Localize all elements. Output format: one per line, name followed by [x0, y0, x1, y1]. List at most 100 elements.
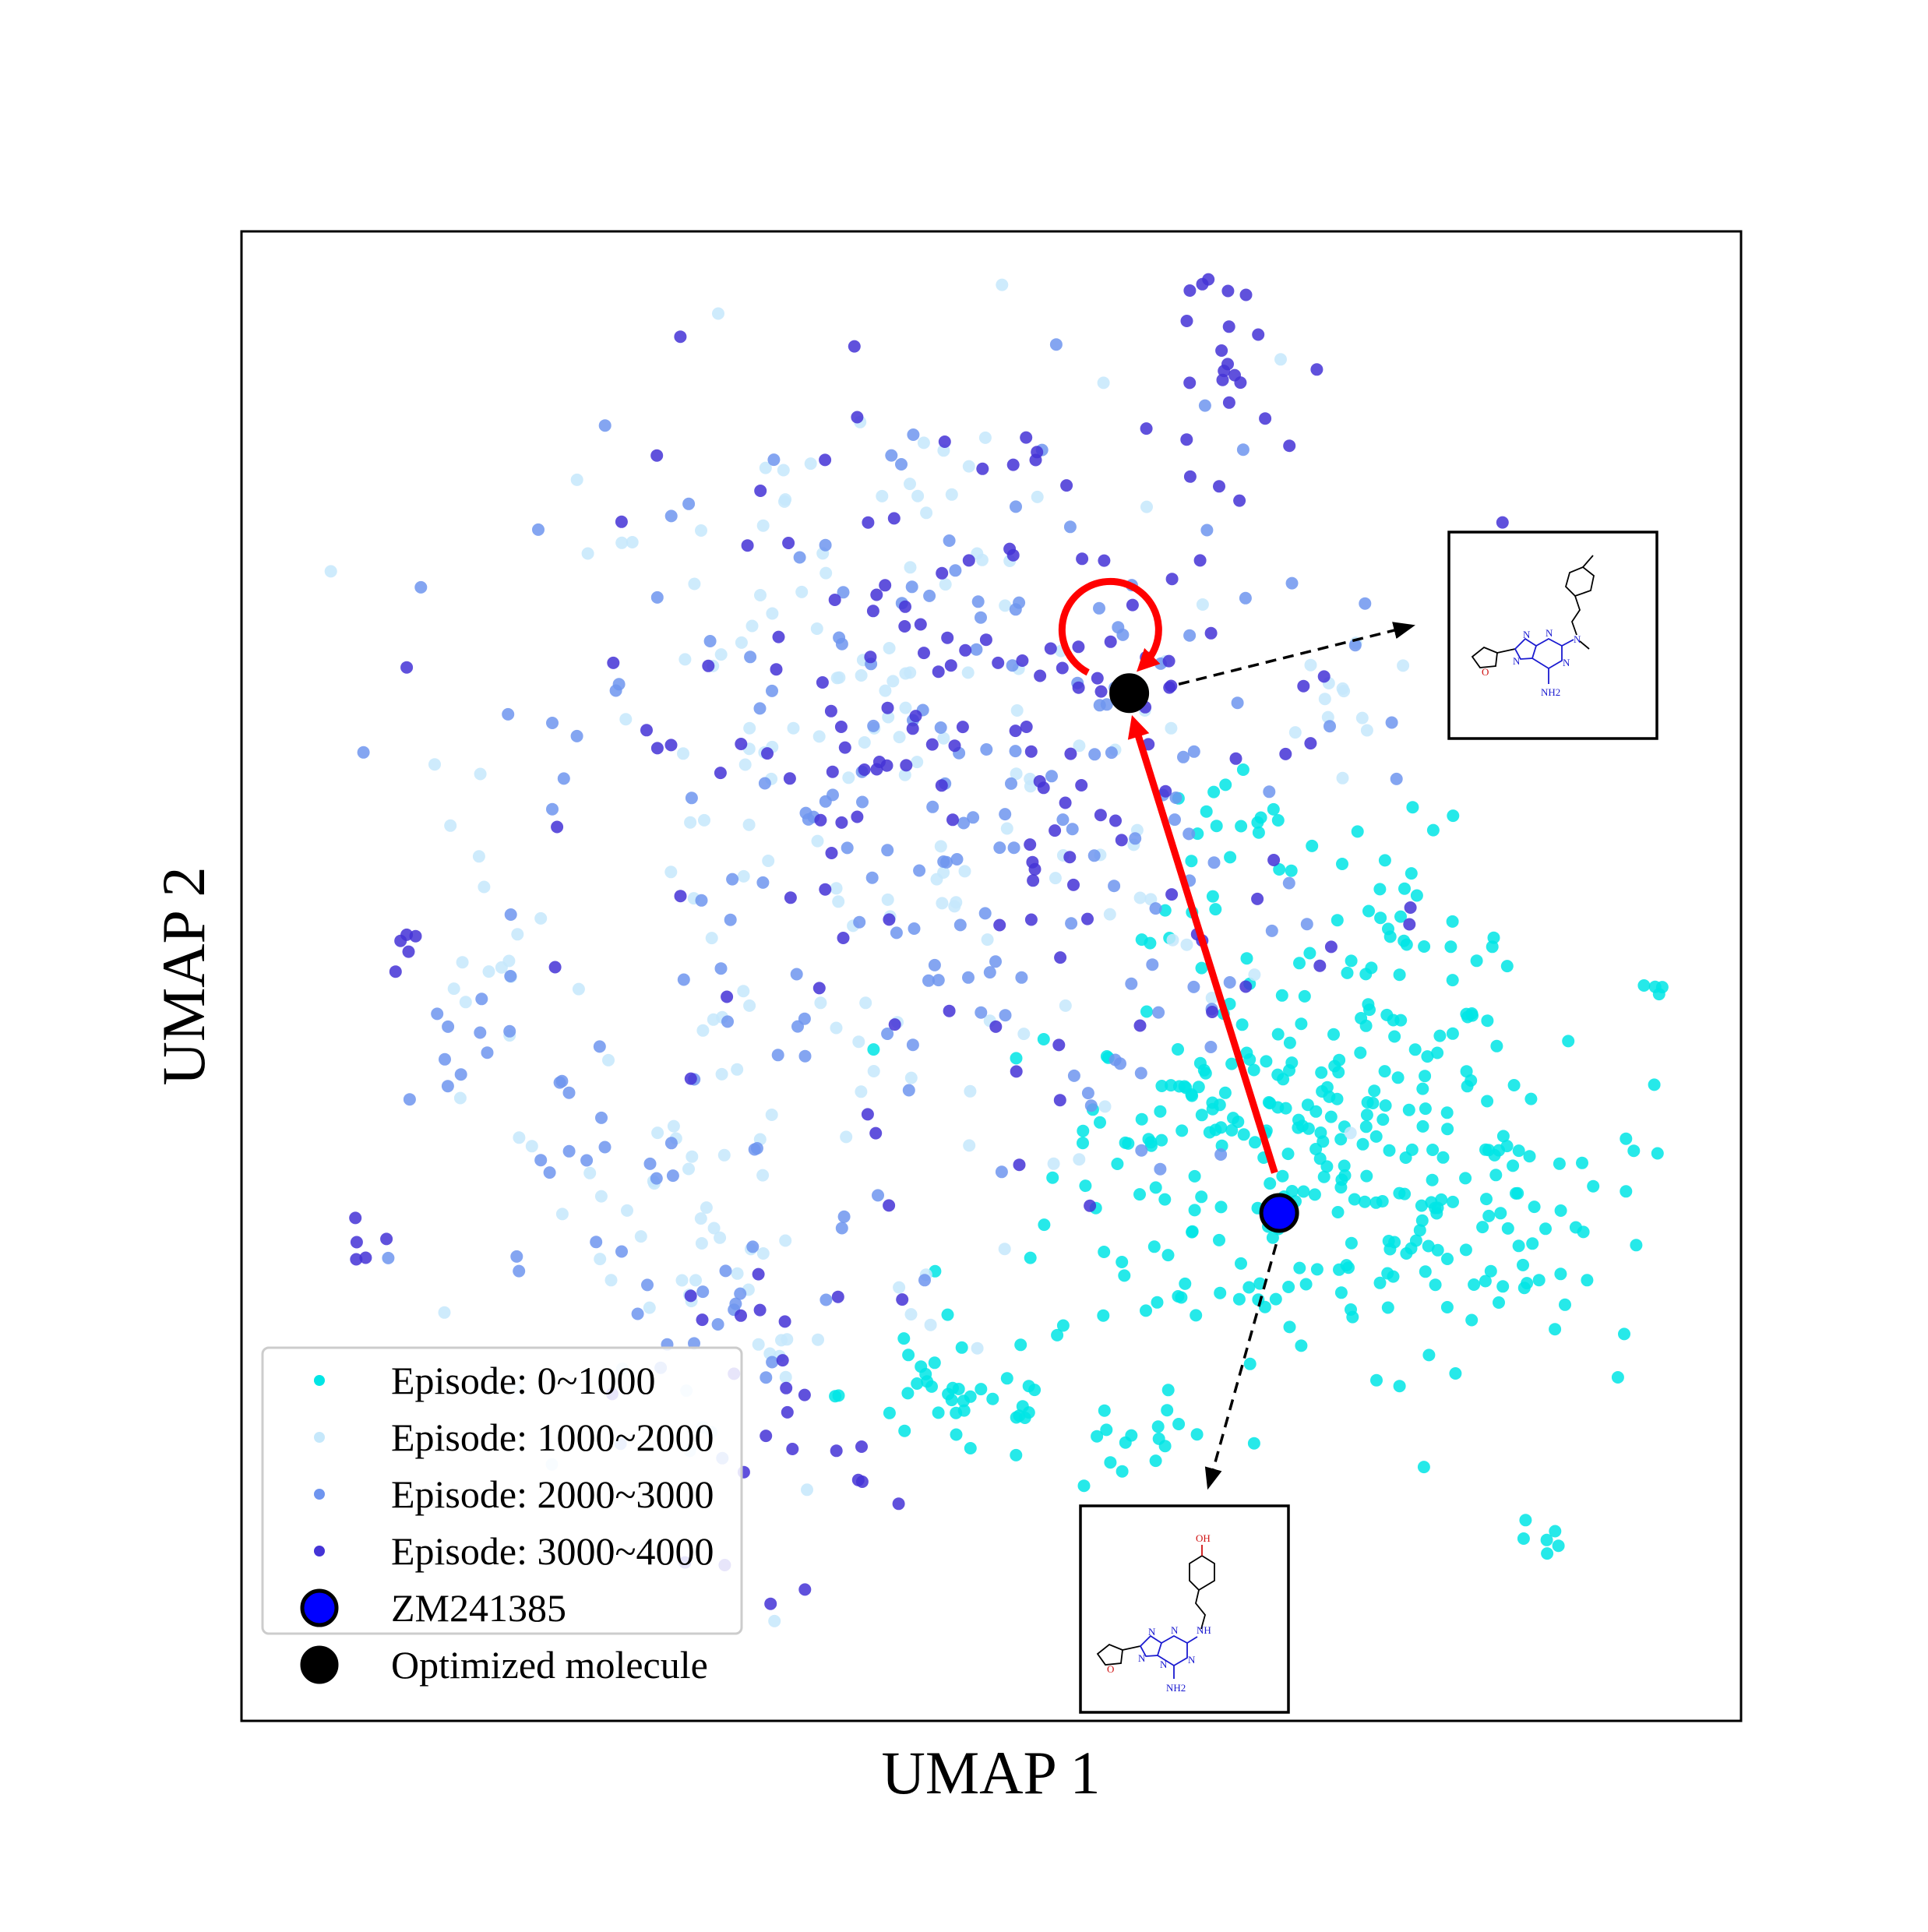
scatter-point — [1500, 960, 1514, 973]
scatter-point — [1390, 772, 1403, 785]
scatter-point — [1149, 902, 1162, 915]
scatter-point — [932, 974, 945, 987]
scatter-point — [598, 1141, 612, 1154]
scatter-point — [830, 1021, 843, 1035]
scatter-point — [1205, 992, 1218, 1004]
scatter-point — [615, 515, 628, 528]
scatter-point — [1196, 277, 1209, 291]
scatter-point — [1267, 854, 1281, 866]
scatter-point — [1177, 750, 1190, 763]
legend-label-series-3: Episode: 2000~3000 — [391, 1472, 714, 1516]
plot-frame — [240, 230, 1743, 1722]
scatter-point — [1338, 1169, 1352, 1182]
scatter-point — [918, 1274, 931, 1287]
scatter-point — [830, 672, 844, 685]
zm-atom-n2: N — [1138, 1652, 1146, 1664]
scatter-point — [1373, 883, 1387, 896]
scatter-point — [1416, 1082, 1429, 1095]
scatter-point — [1240, 952, 1253, 965]
structure-pointer-arrow — [1178, 622, 1415, 686]
scatter-point — [1015, 971, 1028, 984]
scatter-point — [474, 767, 487, 781]
scatter-point — [784, 891, 797, 904]
scatter-point — [1187, 745, 1200, 758]
scatter-point — [737, 869, 750, 883]
scatter-point — [992, 656, 1005, 669]
scatter-point — [1038, 1218, 1051, 1232]
scatter-point — [943, 1004, 956, 1017]
scatter-point — [904, 1071, 918, 1084]
scatter-point — [956, 721, 969, 734]
scatter-point — [1281, 1148, 1295, 1161]
scatter-point — [851, 411, 864, 424]
scatter-point — [1288, 726, 1302, 739]
scatter-point — [1331, 914, 1344, 927]
scatter-point — [943, 534, 956, 547]
scatter-point — [1064, 747, 1077, 760]
scatter-point — [1320, 1160, 1334, 1173]
scatter-point — [572, 982, 585, 996]
scatter-point — [594, 1253, 607, 1266]
scatter-point — [1271, 814, 1285, 827]
scatter-point — [1433, 1029, 1447, 1042]
scatter-point — [1221, 284, 1235, 298]
scatter-point — [941, 1308, 954, 1321]
scatter-point — [1247, 1063, 1260, 1077]
scatter-point — [1283, 439, 1296, 453]
scatter-point — [842, 771, 855, 784]
scatter-point — [819, 566, 833, 580]
scatter-point — [898, 1424, 911, 1437]
optimized-atom-o: O — [1482, 666, 1489, 678]
scatter-point — [1404, 901, 1417, 914]
scatter-point — [1410, 889, 1423, 902]
scatter-point — [1049, 824, 1062, 837]
scatter-point — [1236, 763, 1249, 776]
scatter-point — [439, 1052, 451, 1066]
scatter-point — [1006, 458, 1020, 471]
scatter-point — [1446, 1027, 1459, 1040]
scatter-point — [778, 495, 791, 508]
scatter-point — [955, 1341, 968, 1354]
scatter-point — [1394, 1014, 1408, 1027]
scatter-point — [664, 509, 678, 523]
scatter-point — [1362, 998, 1375, 1011]
scatter-point — [548, 961, 562, 974]
scatter-point — [1209, 1123, 1222, 1137]
scatter-point — [1487, 931, 1500, 944]
scatter-point — [876, 489, 889, 502]
scatter-point — [1269, 1292, 1282, 1306]
scatter-point — [1235, 1018, 1249, 1031]
scatter-point — [1310, 1263, 1324, 1276]
scatter-point — [1020, 721, 1033, 733]
scatter-point — [1094, 685, 1108, 698]
legend-label-zm241385: ZM241385 — [391, 1586, 566, 1630]
scatter-point — [1183, 376, 1197, 390]
scatter-point — [478, 880, 491, 894]
scatter-point — [1098, 1100, 1112, 1113]
scatter-point — [999, 599, 1012, 612]
scatter-point — [1247, 1437, 1260, 1450]
scatter-point — [948, 900, 961, 913]
legend-marker-series-3 — [314, 1489, 325, 1500]
scatter-point — [1161, 1404, 1174, 1417]
scatter-point — [864, 650, 877, 664]
scatter-point — [833, 631, 846, 644]
scatter-point — [1285, 864, 1298, 877]
scatter-point — [819, 453, 832, 467]
scatter-point — [1342, 1261, 1355, 1274]
scatter-point — [1611, 1371, 1624, 1384]
scatter-point — [1066, 823, 1079, 836]
scatter-point — [684, 1072, 697, 1085]
scatter-point — [777, 464, 790, 477]
scatter-point — [1248, 968, 1261, 982]
scatter-point — [1618, 1327, 1630, 1341]
scatter-point — [698, 813, 710, 827]
scatter-point — [682, 1162, 695, 1176]
scatter-point — [447, 982, 460, 996]
scatter-point — [1465, 1313, 1479, 1327]
scatter-point — [1175, 1124, 1189, 1137]
scatter-point — [920, 506, 933, 520]
trajectory-arrow — [1127, 715, 1278, 1174]
scatter-point — [1126, 598, 1139, 612]
scatter-point — [975, 553, 989, 566]
